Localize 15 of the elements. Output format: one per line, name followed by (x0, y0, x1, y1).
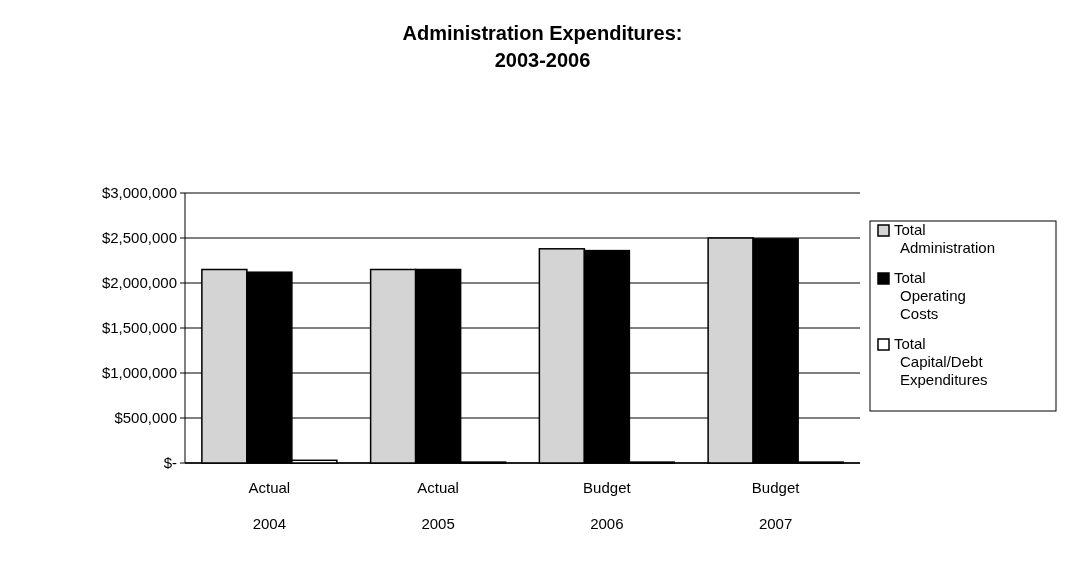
y-tick-label: $1,500,000 (101, 319, 177, 337)
category-label: Actual 2005 (417, 479, 459, 532)
y-tick-label: $500,000 (114, 409, 177, 427)
chart-title: Administration Expenditures: 2003-2006 (402, 22, 683, 71)
y-tick-label: $2,000,000 (101, 274, 177, 292)
category-label: Budget 2006 (583, 479, 631, 532)
legend-label: Total Operating Costs (894, 269, 966, 322)
y-tick-label: $1,000,000 (101, 364, 177, 382)
y-tick-label: $3,000,000 (101, 184, 177, 202)
category-label: Actual 2004 (248, 479, 291, 532)
category-label: Budget 2007 (751, 479, 800, 532)
y-tick-label: $- (163, 454, 177, 472)
legend-label: Total Administration (894, 221, 996, 256)
y-tick-label: $2,500,000 (101, 229, 177, 247)
legend-label: Total Capital/Debt Expenditures (894, 335, 988, 388)
